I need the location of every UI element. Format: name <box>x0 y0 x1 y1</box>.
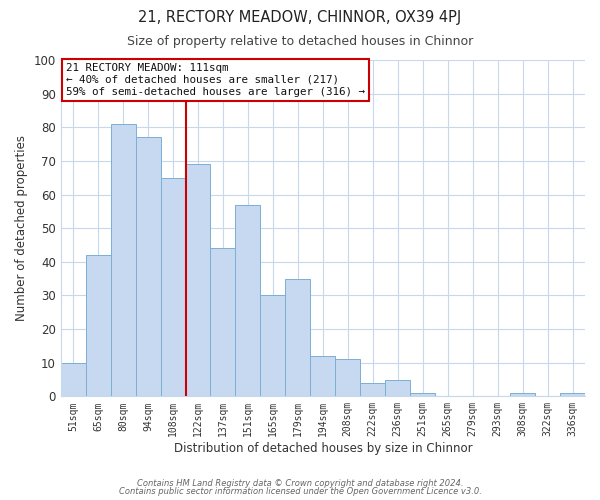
Bar <box>61 362 86 396</box>
Text: Contains public sector information licensed under the Open Government Licence v3: Contains public sector information licen… <box>119 487 481 496</box>
X-axis label: Distribution of detached houses by size in Chinnor: Distribution of detached houses by size … <box>173 442 472 455</box>
Bar <box>136 138 161 396</box>
Bar <box>385 380 410 396</box>
Bar <box>110 124 136 396</box>
Bar <box>310 356 335 397</box>
Bar <box>335 360 360 397</box>
Bar <box>211 248 235 396</box>
Bar <box>86 255 110 396</box>
Text: Size of property relative to detached houses in Chinnor: Size of property relative to detached ho… <box>127 35 473 48</box>
Bar <box>286 278 310 396</box>
Text: 21, RECTORY MEADOW, CHINNOR, OX39 4PJ: 21, RECTORY MEADOW, CHINNOR, OX39 4PJ <box>139 10 461 25</box>
Bar <box>510 393 535 396</box>
Bar <box>185 164 211 396</box>
Bar <box>560 393 585 396</box>
Bar <box>260 296 286 396</box>
Bar <box>235 204 260 396</box>
Text: Contains HM Land Registry data © Crown copyright and database right 2024.: Contains HM Land Registry data © Crown c… <box>137 478 463 488</box>
Text: 21 RECTORY MEADOW: 111sqm
← 40% of detached houses are smaller (217)
59% of semi: 21 RECTORY MEADOW: 111sqm ← 40% of detac… <box>66 64 365 96</box>
Y-axis label: Number of detached properties: Number of detached properties <box>15 135 28 321</box>
Bar <box>360 383 385 396</box>
Bar <box>410 393 435 396</box>
Bar <box>161 178 185 396</box>
